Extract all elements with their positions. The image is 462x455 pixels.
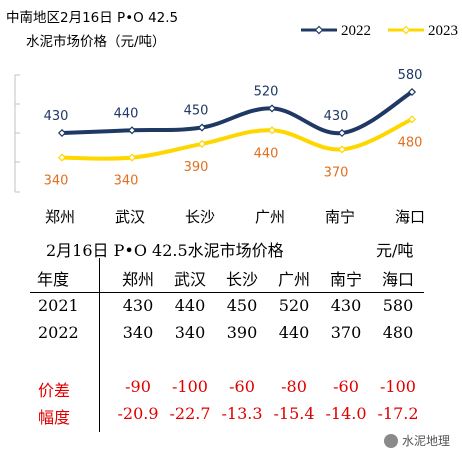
table-cell: -20.9 [117, 404, 159, 423]
data-point-2022 [197, 123, 207, 132]
data-point-2022 [267, 104, 277, 113]
data-label-2023: 370 [324, 165, 349, 180]
table-column-header: 长沙 [225, 270, 258, 289]
data-label-2022: 440 [114, 106, 139, 121]
data-label-2022: 580 [398, 68, 423, 83]
table-cell: -60 [229, 377, 255, 396]
watermark-text: 水泥地理 [401, 434, 450, 448]
data-point-2022 [337, 128, 347, 138]
x-tick-label: 郑州 [45, 208, 75, 226]
table-cell: 520 [278, 296, 310, 315]
table-cell: -100 [380, 377, 416, 396]
data-point-2022 [127, 126, 137, 135]
table-cell: -15.4 [273, 404, 315, 423]
x-tick-label: 南宁 [325, 208, 355, 226]
table-cell: -60 [333, 377, 359, 396]
table-cell: -90 [125, 377, 151, 396]
table-column-header: 武汉 [173, 270, 206, 289]
table-cell: -80 [281, 377, 307, 396]
data-label-2023: 390 [184, 160, 209, 175]
table-column-header: 南宁 [329, 270, 362, 289]
data-point-2023 [407, 115, 417, 124]
table-cell: -13.3 [221, 404, 263, 423]
table-column-header: 郑州 [121, 270, 154, 289]
table-row-label: 2021 [38, 296, 79, 315]
chart-title-line1: 中南地区2月16日 P•O 42.5 [6, 10, 179, 26]
table-cell: 430 [330, 296, 362, 315]
table-cell: -22.7 [169, 404, 211, 423]
table-cell: 440 [278, 323, 310, 342]
data-label-2022: 430 [44, 109, 69, 124]
data-label-2023: 340 [44, 174, 69, 189]
table-row-label: 幅度 [38, 408, 71, 427]
table-cell: -14.0 [325, 404, 367, 423]
table-cell: 450 [226, 296, 258, 315]
wechat-icon [383, 433, 398, 448]
data-label-2022: 430 [324, 109, 349, 124]
legend-marker-2022 [314, 25, 324, 35]
table-cell: -17.2 [377, 404, 419, 423]
table-row-label: 价差 [38, 381, 71, 400]
series-line-2022 [60, 90, 414, 136]
x-tick-label: 海口 [395, 208, 425, 226]
data-point-2023 [337, 145, 347, 154]
line-chart: 430 440 450 520 430 580 340 340 390 440 370 480 郑州 武汉… [14, 23, 458, 226]
table-cell: 430 [122, 296, 154, 315]
table-cell: -100 [172, 377, 208, 396]
table-header-label: 年度 [37, 270, 70, 289]
table-cell: 340 [122, 323, 154, 342]
table-header-divider [30, 292, 424, 293]
table-cell: 480 [382, 323, 414, 342]
data-label-2023: 440 [254, 146, 279, 161]
table-vertical-divider [99, 258, 100, 432]
table-title: 2月16日 P•O 42.5水泥市场价格 [46, 241, 284, 260]
legend-label-2022: 2022 [341, 23, 371, 39]
data-label-2022: 520 [254, 84, 279, 99]
table-cell: 390 [226, 323, 258, 342]
data-point-2023 [197, 139, 207, 148]
table-column-header: 海口 [381, 270, 414, 289]
data-point-2023 [127, 153, 137, 162]
data-label-2023: 340 [114, 174, 139, 189]
table-row-label: 2022 [38, 323, 79, 342]
data-point-2023 [57, 153, 67, 162]
x-tick-label: 武汉 [115, 208, 145, 226]
table-cell: 580 [382, 296, 414, 315]
watermark: 水泥地理 [383, 432, 450, 449]
legend-label-2023: 2023 [428, 23, 458, 39]
legend-marker-2023 [401, 25, 411, 35]
table-cell: 340 [174, 323, 206, 342]
series-line-2023 [60, 117, 414, 161]
x-tick-label: 广州 [255, 208, 285, 226]
table-cell: 370 [330, 323, 362, 342]
table-unit: 元/吨 [376, 241, 414, 260]
chart-title-line2: 水泥市场价格（元/吨） [26, 34, 166, 50]
data-point-2022 [407, 87, 417, 97]
table-column-header: 广州 [277, 270, 310, 289]
data-point-2022 [57, 128, 67, 138]
data-label-2022: 450 [184, 104, 209, 119]
table-cell: 440 [174, 296, 206, 315]
data-point-2023 [267, 126, 277, 135]
data-label-2023: 480 [398, 135, 423, 150]
x-tick-label: 长沙 [185, 208, 215, 226]
